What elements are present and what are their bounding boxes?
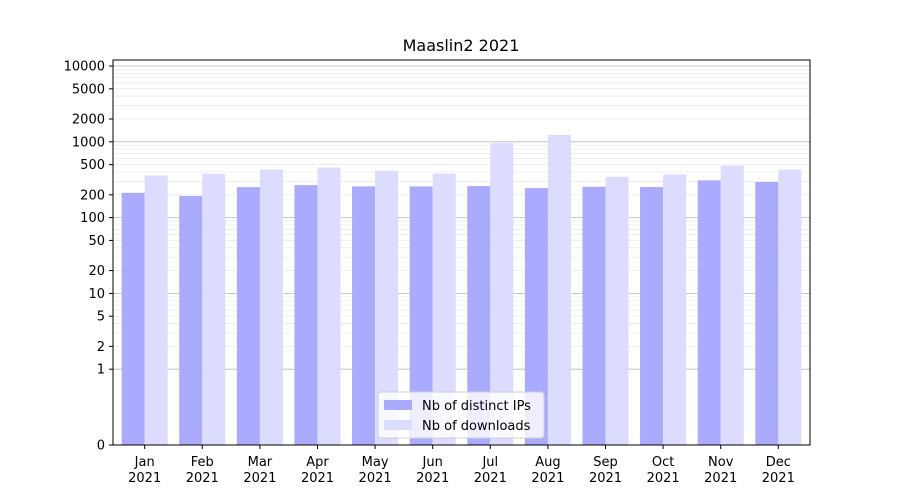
x-tick-label-month: May bbox=[362, 455, 389, 470]
bar-downloads bbox=[259, 169, 283, 445]
bar-distinct-ips bbox=[294, 185, 318, 446]
x-tick-label-year: 2021 bbox=[647, 471, 680, 486]
x-tick-label-month: Sep bbox=[593, 455, 618, 470]
bar-distinct-ips bbox=[352, 186, 376, 446]
x-tick-label-year: 2021 bbox=[186, 471, 219, 486]
y-tick-label: 1 bbox=[97, 363, 105, 378]
y-tick-label: 5 bbox=[97, 310, 105, 325]
x-tick-label-month: Jan bbox=[134, 455, 155, 470]
bar-distinct-ips bbox=[697, 180, 721, 445]
bar-downloads bbox=[547, 134, 571, 445]
y-tick-label: 2000 bbox=[72, 112, 105, 127]
bar-distinct-ips bbox=[236, 187, 260, 445]
x-tick-label-month: Feb bbox=[191, 455, 214, 470]
bar-downloads bbox=[605, 176, 629, 445]
legend-label: Nb of distinct IPs bbox=[422, 399, 531, 414]
x-tick-label-year: 2021 bbox=[128, 471, 161, 486]
legend: Nb of distinct IPs Nb of downloads bbox=[377, 391, 545, 439]
y-tick-label: 10000 bbox=[64, 60, 105, 75]
minor-gridlines bbox=[113, 69, 810, 347]
bar-distinct-ips bbox=[409, 186, 433, 446]
bar-downloads bbox=[375, 170, 399, 445]
plot-frame bbox=[112, 59, 811, 446]
y-tick-label: 100 bbox=[80, 211, 105, 226]
bar-downloads bbox=[490, 143, 514, 445]
y-tick-label: 1000 bbox=[72, 135, 105, 150]
x-tick-label-year: 2021 bbox=[589, 471, 622, 486]
x-tick-label-year: 2021 bbox=[301, 471, 334, 486]
x-tick-label-month: Dec bbox=[766, 455, 791, 470]
x-axis: Jan2021Feb2021Mar2021Apr2021May2021Jun20… bbox=[128, 445, 795, 486]
y-tick-label: 2 bbox=[97, 340, 105, 355]
x-tick-label-year: 2021 bbox=[762, 471, 795, 486]
bar-downloads bbox=[663, 174, 687, 445]
bar-distinct-ips bbox=[524, 188, 548, 445]
x-tick-label-month: Nov bbox=[708, 455, 734, 470]
x-tick-label-month: Jun bbox=[422, 455, 443, 470]
x-tick-label-year: 2021 bbox=[474, 471, 507, 486]
x-tick-label-month: Oct bbox=[652, 455, 674, 470]
legend-box bbox=[377, 391, 545, 439]
legend-swatch bbox=[384, 420, 412, 430]
legend-swatch bbox=[384, 400, 412, 410]
x-tick-label-year: 2021 bbox=[704, 471, 737, 486]
chart-title: Maaslin2 2021 bbox=[403, 36, 520, 55]
bar-downloads bbox=[144, 175, 168, 445]
bar-distinct-ips bbox=[179, 195, 203, 445]
y-tick-label: 0 bbox=[97, 439, 105, 454]
major-gridlines bbox=[113, 65, 810, 370]
x-tick-label-year: 2021 bbox=[359, 471, 392, 486]
x-tick-label-month: Aug bbox=[535, 455, 560, 470]
bar-downloads bbox=[202, 173, 226, 445]
y-axis: 0 1 2 5 10 20 50 100 200 500 1000 2000 5000 10000 bbox=[64, 60, 113, 454]
bar-downloads bbox=[317, 167, 341, 445]
bars bbox=[121, 134, 802, 446]
bar-distinct-ips bbox=[582, 186, 606, 445]
x-tick-label-month: Jul bbox=[481, 455, 498, 470]
x-tick-label-month: Mar bbox=[248, 455, 273, 470]
y-tick-label: 500 bbox=[80, 158, 105, 173]
bar-distinct-ips bbox=[467, 186, 491, 446]
bar-downloads bbox=[720, 165, 744, 445]
x-tick-label-year: 2021 bbox=[416, 471, 449, 486]
y-tick-label: 5000 bbox=[72, 82, 105, 97]
x-tick-label-month: Apr bbox=[306, 455, 329, 470]
bar-downloads bbox=[778, 169, 802, 445]
bar-downloads bbox=[432, 173, 456, 446]
bar-distinct-ips bbox=[121, 192, 145, 445]
y-tick-label: 50 bbox=[88, 234, 105, 249]
bar-distinct-ips bbox=[640, 187, 664, 445]
x-tick-label-year: 2021 bbox=[531, 471, 564, 486]
y-tick-label: 200 bbox=[80, 188, 105, 203]
y-tick-label: 20 bbox=[88, 264, 105, 279]
x-tick-label-year: 2021 bbox=[243, 471, 276, 486]
y-tick-label: 10 bbox=[88, 287, 105, 302]
bar-distinct-ips bbox=[755, 181, 779, 445]
legend-label: Nb of downloads bbox=[422, 419, 531, 434]
